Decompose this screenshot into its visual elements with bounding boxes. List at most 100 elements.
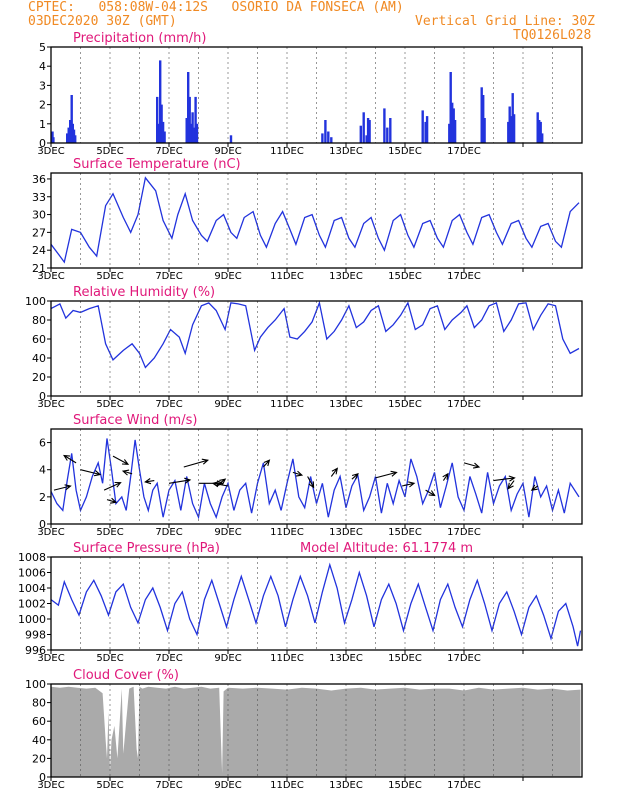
wind-vector (507, 480, 515, 490)
precip-bar (359, 125, 362, 143)
precip-bar (189, 123, 193, 143)
x-tick-label: 3DEC (37, 653, 64, 664)
precip-bar (448, 123, 451, 143)
series-line-temperature (50, 176, 580, 264)
y-tick-label: 21 (32, 262, 46, 275)
y-tick-label: 1002 (18, 598, 46, 611)
wind-vector (262, 459, 271, 468)
y-tick-label: 100 (25, 295, 46, 308)
precip-bar (160, 104, 163, 143)
precip-bar (66, 133, 69, 143)
precip-bar (507, 121, 510, 143)
wind-vector (351, 472, 359, 480)
y-tick-label: 1 (39, 118, 46, 131)
x-tick-label: 9DEC (214, 653, 241, 664)
wind-vector (215, 478, 227, 487)
precip-bar (67, 127, 70, 143)
x-tick-label: 9DEC (214, 146, 241, 157)
y-tick-label: 27 (32, 226, 46, 239)
panel-title: Cloud Cover (%) (73, 668, 179, 683)
panel-precipitation: Precipitation (mm/h) 0 1 2 3 4 5 3DEC 5DEC 7DEC 9D… (37, 31, 583, 157)
series-line-pressure (50, 562, 582, 647)
x-tick-label: 11DEC (270, 780, 304, 791)
y-tick-label: 33 (32, 191, 46, 204)
wind-vector (307, 476, 315, 489)
header-date: 03DEC2020 30Z (GMT) (28, 14, 177, 29)
wind-vector (493, 475, 516, 482)
y-tick-label: 4 (39, 464, 46, 477)
precip-bar (449, 72, 452, 143)
precip-bar (539, 121, 542, 143)
x-tick-label: 15DEC (388, 146, 422, 157)
wind-vector (121, 469, 133, 476)
wind-vector (106, 497, 118, 504)
x-tick-label: 17DEC (447, 271, 481, 282)
x-tick-label: 15DEC (388, 653, 422, 664)
y-tick-label: 1006 (18, 567, 46, 580)
x-tick-label: 17DEC (447, 399, 481, 410)
precip-bar (536, 112, 539, 143)
y-tick-label: 1000 (18, 613, 46, 626)
precip-bar (483, 118, 486, 143)
plot-frame (50, 428, 583, 525)
x-tick-label: 3DEC (37, 146, 64, 157)
x-tick-label: 15DEC (388, 271, 422, 282)
precip-bar (383, 108, 386, 143)
precip-bar (512, 114, 516, 143)
header-grid-note: Vertical Grid Line: 30Z (415, 14, 596, 29)
wind-vector (401, 481, 416, 488)
plot-frame (50, 683, 583, 778)
x-tick-label: 17DEC (447, 653, 481, 664)
precip-bar (161, 121, 165, 143)
y-tick-label: 80 (32, 314, 46, 327)
precip-bar (321, 133, 324, 143)
wind-vector (112, 455, 130, 465)
panel-title: Surface Wind (m/s) (73, 413, 197, 428)
y-tick-label: 998 (25, 629, 46, 642)
x-tick-label: 5DEC (96, 780, 123, 791)
x-tick-label: 15DEC (388, 399, 422, 410)
x-tick-label: 5DEC (96, 146, 123, 157)
x-tick-label: 17DEC (447, 780, 481, 791)
y-tick-label: 24 (32, 244, 46, 257)
precip-bar (69, 120, 72, 143)
precip-bar (159, 60, 162, 143)
x-tick-label: 11DEC (270, 271, 304, 282)
precip-bar (187, 72, 190, 143)
precip-bar (163, 131, 166, 143)
y-tick-label: 1008 (18, 551, 46, 564)
x-tick-label: 13DEC (329, 399, 363, 410)
plot-frame (50, 46, 583, 144)
x-tick-label: 11DEC (270, 653, 304, 664)
y-tick-label: 20 (32, 371, 46, 384)
precip-bar (324, 120, 327, 143)
wind-vector (80, 469, 102, 477)
x-tick-label: 13DEC (329, 780, 363, 791)
y-tick-label: 40 (32, 352, 46, 365)
precip-bar (511, 93, 514, 143)
wind-vector (425, 489, 436, 497)
y-tick-label: 20 (32, 752, 46, 765)
precip-bar (70, 95, 73, 143)
x-tick-label: 5DEC (96, 399, 123, 410)
precip-bar (157, 123, 160, 143)
y-tick-label: 36 (32, 173, 46, 186)
precip-bar (327, 131, 330, 143)
precip-bar (191, 112, 194, 143)
cloud-cover-area (51, 686, 581, 777)
y-tick-label: 80 (32, 697, 46, 710)
precip-bar (425, 116, 429, 143)
precip-bar (194, 96, 197, 143)
y-tick-label: 0 (39, 518, 46, 531)
x-tick-label: 17DEC (447, 527, 481, 538)
precip-bar (366, 118, 370, 143)
precip-bar (188, 96, 191, 143)
x-tick-label: 11DEC (270, 146, 304, 157)
panel-title: Relative Humidity (%) (73, 285, 215, 300)
y-tick-label: 30 (32, 209, 46, 222)
x-tick-label: 7DEC (155, 271, 182, 282)
x-tick-label: 3DEC (37, 527, 64, 538)
wind-vector (63, 454, 77, 464)
